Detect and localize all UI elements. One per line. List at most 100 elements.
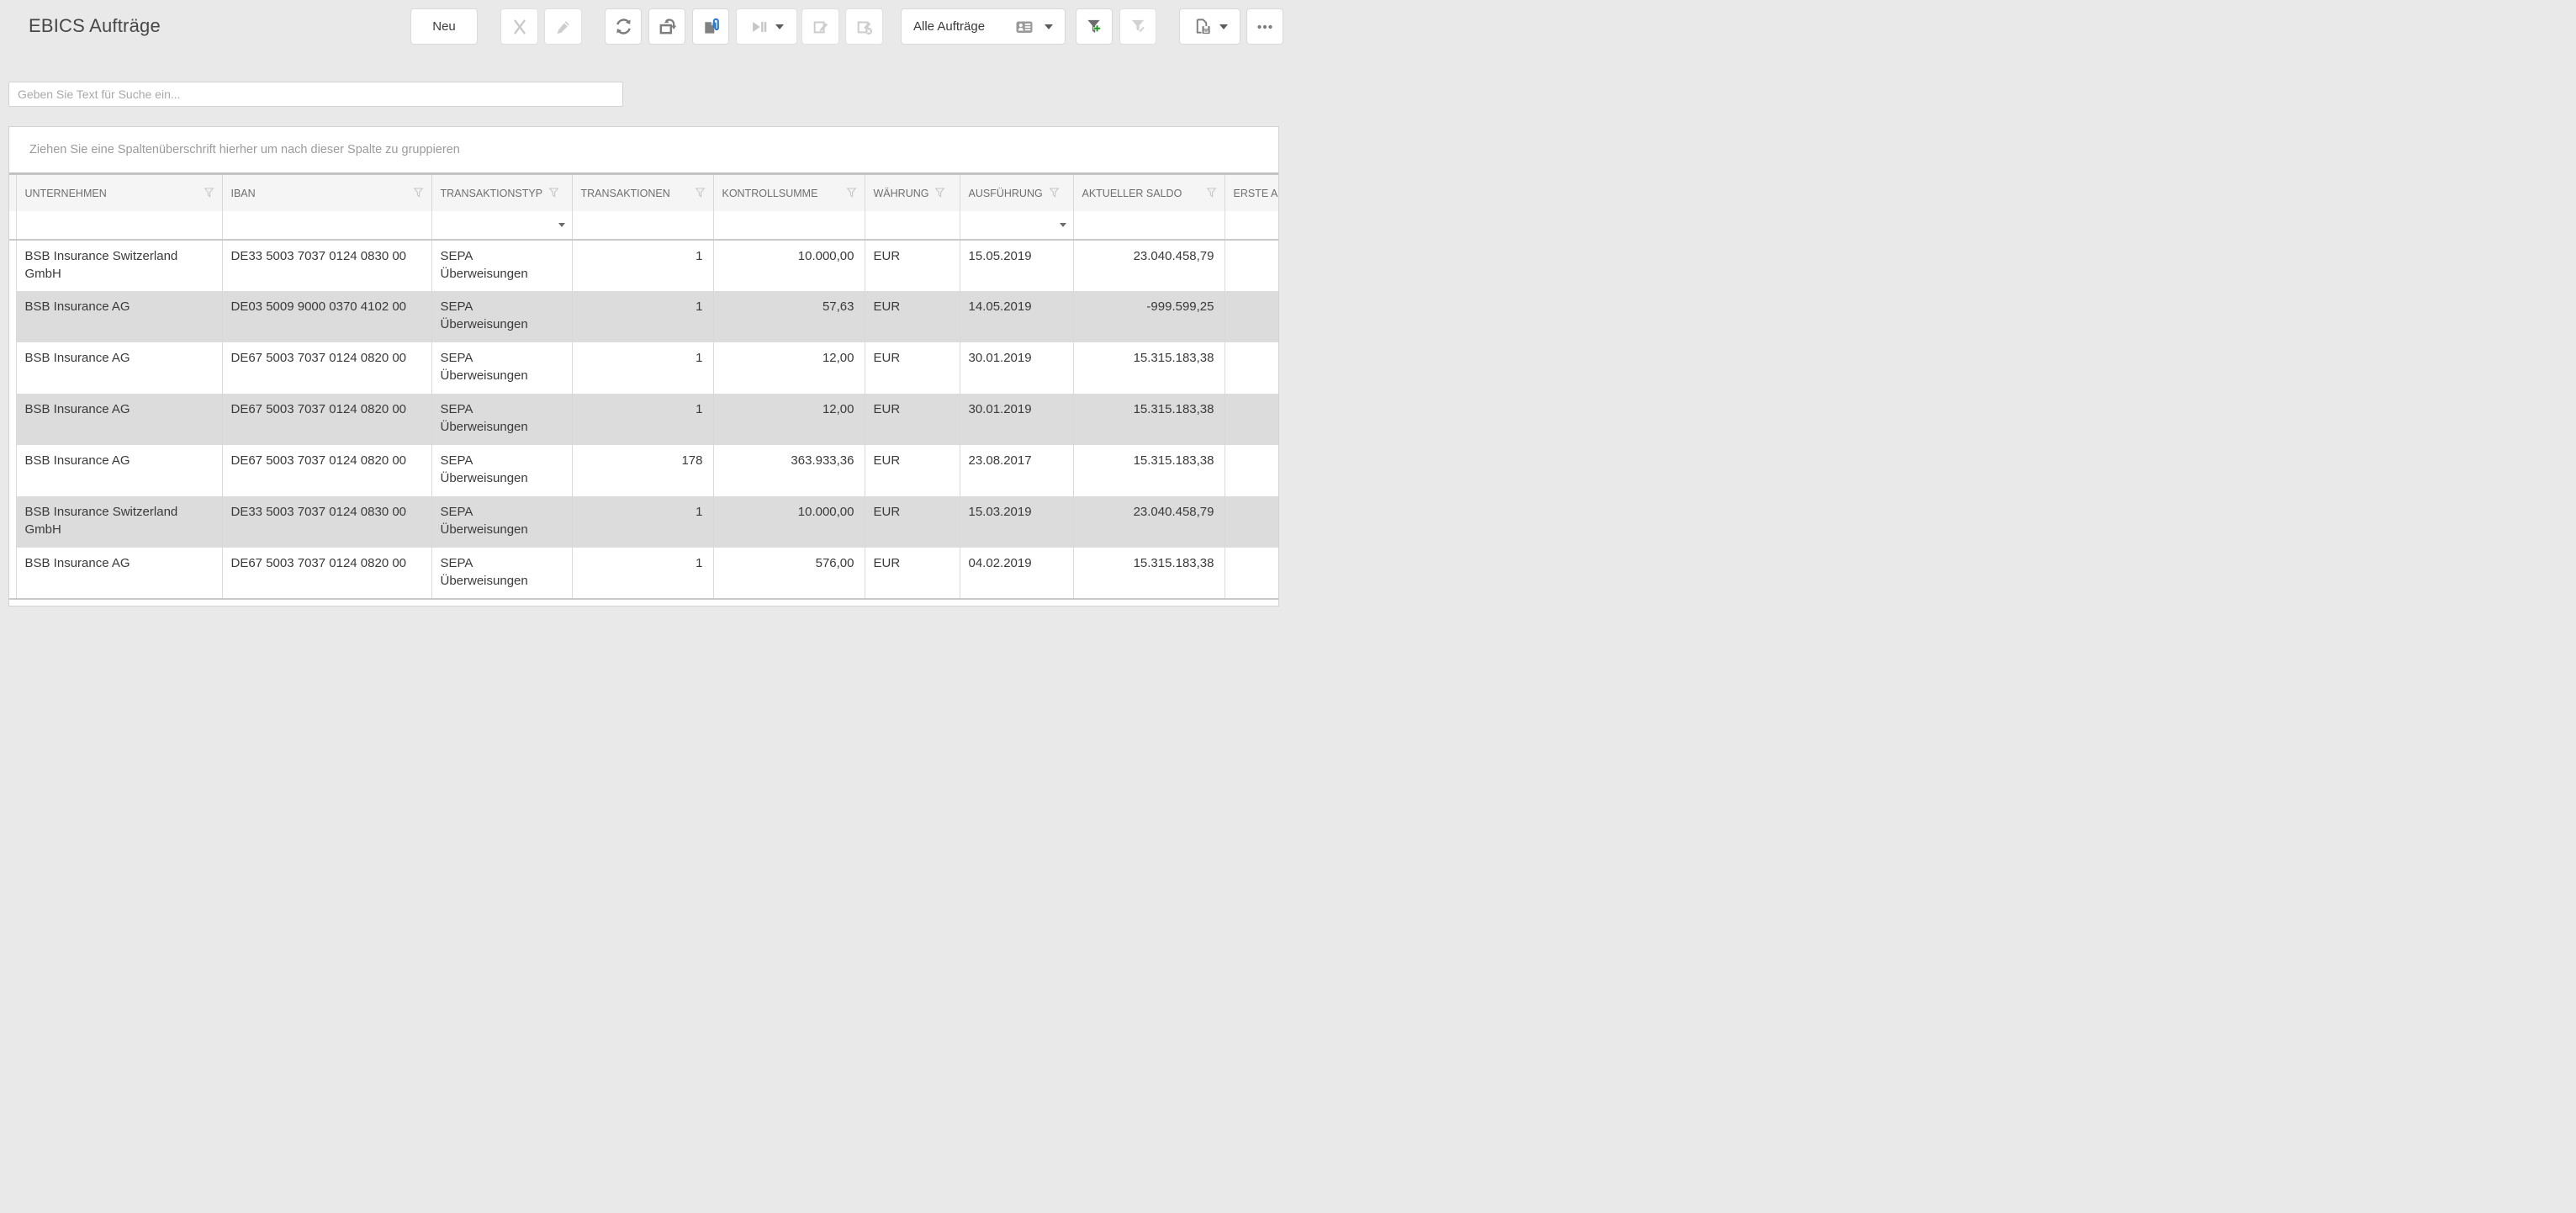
filter-cell	[9, 211, 17, 241]
column-label: AKTUELLER SALDO	[1082, 187, 1182, 199]
cell-waehrung: EUR	[865, 548, 960, 600]
cell-aktueller-saldo: 15.315.183,38	[1073, 342, 1225, 394]
filter-funnel-icon[interactable]	[1205, 186, 1218, 201]
ellipsis-icon	[1255, 17, 1275, 37]
filter-cell-erste[interactable]	[1225, 211, 1278, 241]
edit-document-button[interactable]	[801, 8, 839, 45]
column-header-transaktionen[interactable]: TRANSAKTIONEN	[572, 175, 714, 211]
attachment-button[interactable]	[692, 8, 729, 45]
run-pause-button[interactable]	[736, 8, 797, 45]
header-row: UNTERNEHMEN IBAN TRANSAKTIONSTYP TRANSAK…	[9, 175, 1278, 211]
chevron-down-icon	[1045, 24, 1053, 29]
new-button[interactable]: Neu	[410, 8, 478, 45]
cell-transaktionen: 1	[572, 291, 714, 342]
cell-ausfuehrung: 14.05.2019	[960, 291, 1074, 342]
view-select[interactable]: Alle Aufträge	[901, 8, 1066, 45]
cell-waehrung: EUR	[865, 496, 960, 548]
edit-filter-button[interactable]	[1119, 8, 1156, 45]
filter-cell-transaktionstyp[interactable]	[431, 211, 573, 241]
column-header-erste-ausfuehrung[interactable]: ERSTE AU	[1225, 175, 1278, 211]
header-divider	[9, 172, 1278, 175]
data-grid-panel: Ziehen Sie eine Spaltenüberschrift hierh…	[8, 126, 1279, 606]
table-row[interactable]: BSB Insurance Switzerland GmbH DE33 5003…	[9, 240, 1278, 291]
cell-aktueller-saldo: 15.315.183,38	[1073, 445, 1225, 496]
cell-iban: DE67 5003 7037 0124 0820 00	[222, 445, 432, 496]
filter-funnel-icon[interactable]	[1048, 186, 1061, 201]
column-header-transaktionstyp[interactable]: TRANSAKTIONSTYP	[431, 175, 573, 211]
cell-unternehmen: BSB Insurance AG	[16, 342, 223, 394]
filter-cell-kontrollsumme[interactable]	[713, 211, 865, 241]
table-row[interactable]: BSB Insurance AG DE67 5003 7037 0124 082…	[9, 548, 1278, 600]
cell-iban: DE33 5003 7037 0124 0830 00	[222, 240, 432, 291]
column-header-ausfuehrung[interactable]: AUSFÜHRUNG	[960, 175, 1074, 211]
edit-button[interactable]	[544, 8, 582, 45]
filter-cell-ausfuehrung[interactable]	[960, 211, 1074, 241]
filter-cell-aktueller-saldo[interactable]	[1073, 211, 1225, 241]
run-pause-icon	[749, 18, 768, 36]
cell-kontrollsumme: 12,00	[713, 394, 865, 445]
edit-document-remove-button[interactable]	[845, 8, 883, 45]
cell-kontrollsumme: 576,00	[713, 548, 865, 600]
filter-cell-transaktionen[interactable]	[572, 211, 714, 241]
column-label: WÄHRUNG	[873, 187, 929, 199]
cell-transaktionen: 1	[572, 394, 714, 445]
grid-scroll-area[interactable]: UNTERNEHMEN IBAN TRANSAKTIONSTYP TRANSAK…	[9, 175, 1278, 600]
close-icon	[510, 18, 529, 36]
filter-funnel-icon[interactable]	[203, 186, 215, 201]
cell-erste	[1225, 548, 1278, 600]
column-header-unternehmen[interactable]: UNTERNEHMEN	[16, 175, 223, 211]
filter-funnel-icon[interactable]	[934, 186, 946, 201]
cell-kontrollsumme: 10.000,00	[713, 496, 865, 548]
ebics-orders-page: { "header": { "title": "EBICS Aufträge" …	[0, 0, 1288, 606]
column-header-iban[interactable]: IBAN	[222, 175, 432, 211]
table-row[interactable]: BSB Insurance AG DE67 5003 7037 0124 082…	[9, 342, 1278, 394]
filter-cell-iban[interactable]	[222, 211, 432, 241]
cell-transaktionstyp: SEPA Überweisungen	[431, 291, 573, 342]
row-indicator-cell	[9, 394, 17, 445]
cell-aktueller-saldo: 15.315.183,38	[1073, 394, 1225, 445]
indicator-header-cell	[9, 175, 17, 211]
restore-button[interactable]	[648, 8, 685, 45]
cell-unternehmen: BSB Insurance AG	[16, 394, 223, 445]
cell-transaktionen: 178	[572, 445, 714, 496]
chevron-down-icon[interactable]	[1059, 223, 1066, 227]
filter-funnel-icon[interactable]	[547, 186, 560, 201]
table-row[interactable]: BSB Insurance AG DE67 5003 7037 0124 082…	[9, 394, 1278, 445]
filter-cell-unternehmen[interactable]	[16, 211, 223, 241]
cell-transaktionstyp: SEPA Überweisungen	[431, 240, 573, 291]
cell-aktueller-saldo: -999.599,25	[1073, 291, 1225, 342]
column-label: ERSTE AU	[1233, 187, 1279, 199]
search-input[interactable]	[8, 82, 623, 107]
chevron-down-icon[interactable]	[558, 223, 565, 227]
more-options-button[interactable]	[1246, 8, 1283, 45]
filter-funnel-icon[interactable]	[694, 186, 706, 201]
column-header-aktueller-saldo[interactable]: AKTUELLER SALDO	[1073, 175, 1225, 211]
cell-waehrung: EUR	[865, 394, 960, 445]
group-by-panel[interactable]: Ziehen Sie eine Spaltenüberschrift hierh…	[9, 127, 1278, 172]
table-row[interactable]: BSB Insurance Switzerland GmbH DE33 5003…	[9, 496, 1278, 548]
cell-ausfuehrung: 15.05.2019	[960, 240, 1074, 291]
filter-funnel-icon[interactable]	[412, 186, 425, 201]
add-filter-icon	[1085, 17, 1104, 36]
column-header-kontrollsumme[interactable]: KONTROLLSUMME	[713, 175, 865, 211]
cell-iban: DE03 5009 9000 0370 4102 00	[222, 291, 432, 342]
view-select-value: Alle Aufträge	[913, 19, 986, 34]
cell-ausfuehrung: 30.01.2019	[960, 394, 1074, 445]
filter-funnel-icon[interactable]	[845, 186, 858, 201]
orders-table: UNTERNEHMEN IBAN TRANSAKTIONSTYP TRANSAK…	[9, 175, 1278, 600]
cell-transaktionen: 1	[572, 548, 714, 600]
save-export-button[interactable]	[1179, 8, 1240, 45]
edit-document-icon	[812, 18, 830, 36]
table-row[interactable]: BSB Insurance AG DE03 5009 9000 0370 410…	[9, 291, 1278, 342]
add-filter-button[interactable]	[1076, 8, 1113, 45]
cell-unternehmen: BSB Insurance Switzerland GmbH	[16, 496, 223, 548]
refresh-button[interactable]	[605, 8, 642, 45]
group-by-hint: Ziehen Sie eine Spaltenüberschrift hierh…	[29, 143, 460, 156]
delete-button[interactable]	[500, 8, 538, 45]
filter-row	[9, 211, 1278, 241]
cell-erste	[1225, 240, 1278, 291]
table-row[interactable]: BSB Insurance AG DE67 5003 7037 0124 082…	[9, 445, 1278, 496]
cell-kontrollsumme: 12,00	[713, 342, 865, 394]
column-header-waehrung[interactable]: WÄHRUNG	[865, 175, 960, 211]
filter-cell-waehrung[interactable]	[865, 211, 960, 241]
